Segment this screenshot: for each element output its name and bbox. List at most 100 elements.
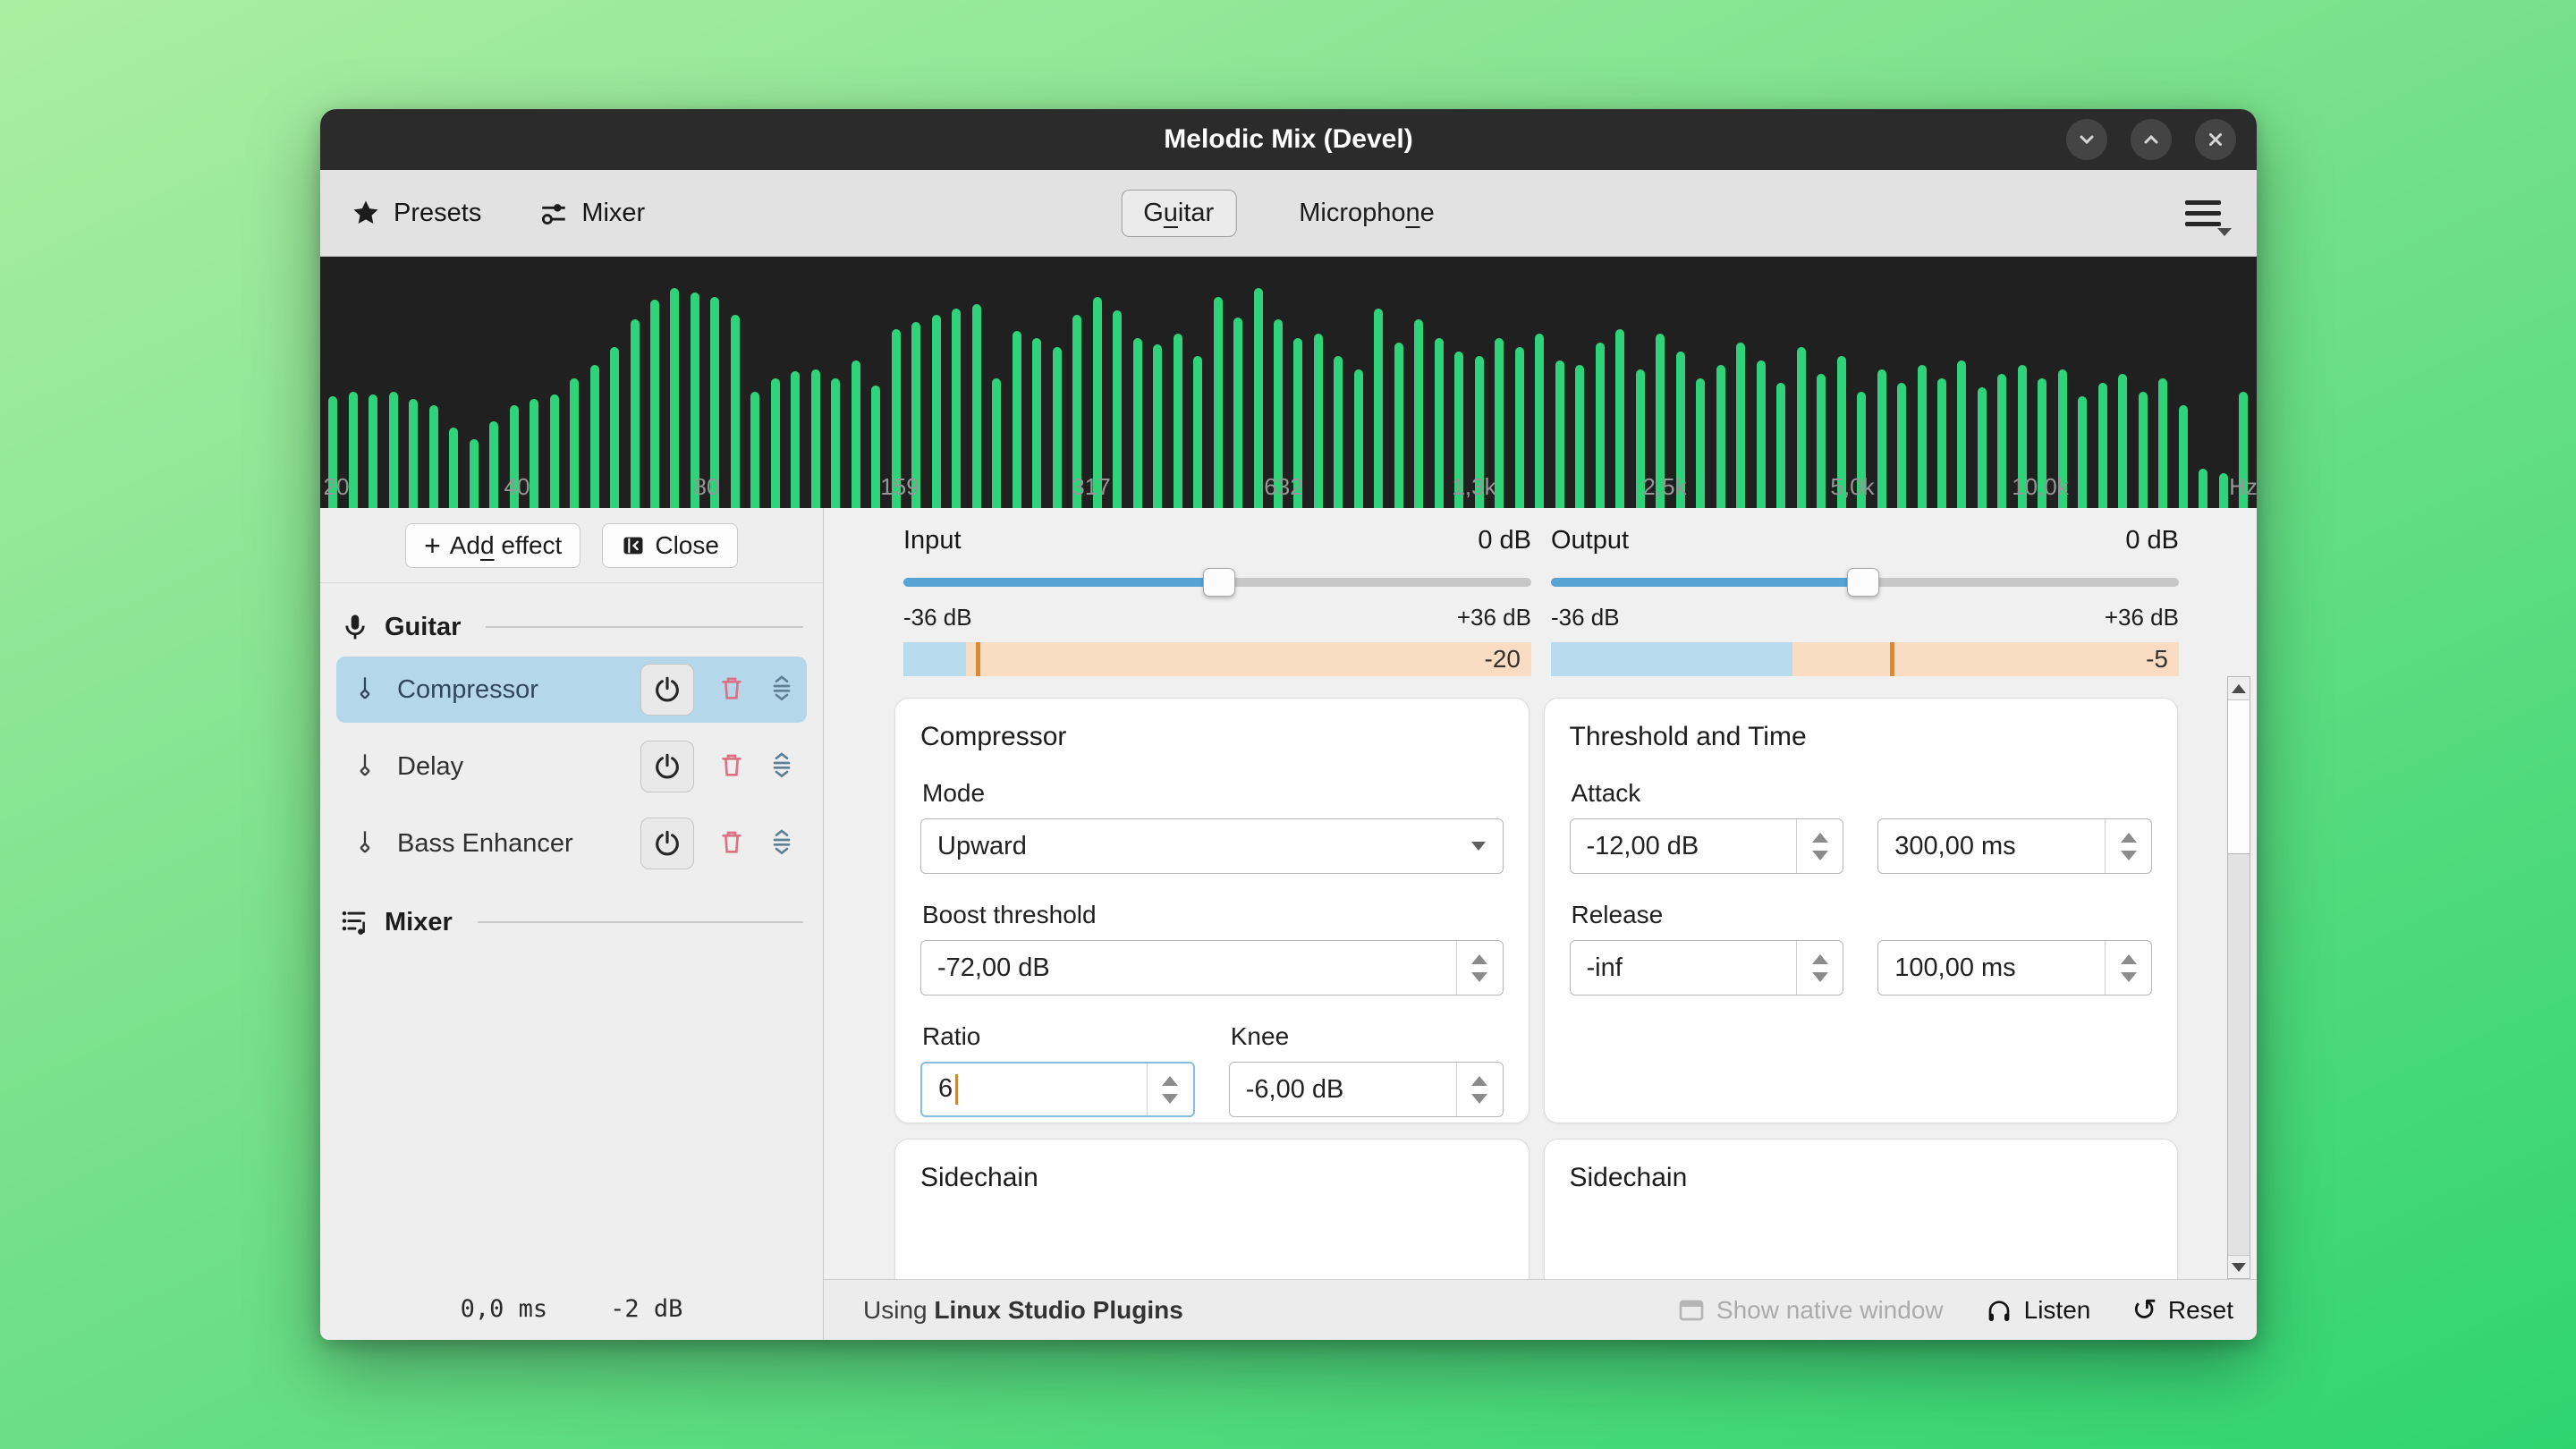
hamburger-icon	[2185, 199, 2221, 205]
effect-name: Bass Enhancer	[397, 828, 573, 858]
output-gain-value: 0 dB	[2125, 526, 2179, 555]
output-gain: Output 0 dB -36 dB +36 dB	[1551, 526, 2179, 676]
output-max-label: +36 dB	[2104, 604, 2179, 631]
effect-row-bass-enhancer[interactable]: Bass Enhancer	[336, 810, 807, 877]
output-label: Output	[1551, 526, 1630, 555]
card-title: Threshold and Time	[1569, 722, 1807, 751]
boost-threshold-value: -72,00 dB	[937, 953, 1050, 982]
add-effect-button[interactable]: + Add effect	[405, 522, 581, 568]
card-title: Sidechain	[1569, 1163, 1688, 1192]
close-icon	[2209, 133, 2222, 146]
undo-icon: ↺	[2131, 1292, 2157, 1327]
section-mixer-label: Mixer	[385, 907, 453, 936]
power-icon	[656, 753, 679, 779]
listen-button[interactable]: Listen	[1985, 1296, 2090, 1325]
star-icon	[353, 200, 378, 225]
release-ms-value: 100,00 ms	[1894, 953, 2016, 982]
vertical-scrollbar[interactable]	[2227, 676, 2250, 1279]
menu-button[interactable]	[2185, 195, 2232, 236]
effect-pin-icon	[352, 675, 377, 705]
spinner-buttons[interactable]	[2105, 819, 2151, 873]
scrollbar-thumb[interactable]	[2228, 700, 2250, 854]
show-native-window-label: Show native window	[1716, 1295, 1944, 1324]
effect-delete-button[interactable]	[717, 827, 746, 860]
effect-delete-button[interactable]	[717, 674, 746, 707]
input-label: Input	[903, 526, 962, 555]
output-gain-slider[interactable]	[1551, 568, 2179, 597]
maximize-button[interactable]	[2131, 119, 2172, 160]
boost-threshold-spinbox[interactable]: -72,00 dB	[920, 940, 1504, 996]
close-sidebar-button[interactable]: Close	[602, 522, 738, 568]
close-window-button[interactable]	[2195, 119, 2236, 160]
effect-power-button[interactable]	[640, 664, 694, 716]
spinner-buttons[interactable]	[1146, 1063, 1193, 1115]
mixer-button[interactable]: Mixer	[538, 198, 645, 228]
microphone-icon	[345, 614, 365, 640]
mixer-icon	[342, 911, 366, 935]
effect-row-compressor[interactable]: Compressor	[336, 657, 807, 723]
effect-drag-handle[interactable]	[767, 827, 796, 860]
presets-button[interactable]: Presets	[351, 198, 481, 228]
latency-value: 0,0 ms	[460, 1294, 548, 1323]
spinner-buttons[interactable]	[1796, 819, 1843, 873]
trash-icon	[722, 754, 741, 776]
release-ms-spinbox[interactable]: 100,00 ms	[1877, 940, 2152, 996]
spinner-buttons[interactable]	[2105, 941, 2151, 995]
minimize-button[interactable]	[2066, 119, 2107, 160]
mode-label: Mode	[922, 779, 986, 807]
close-sidebar-label: Close	[655, 530, 719, 559]
headphones-icon	[1988, 1300, 2009, 1321]
boost-threshold-label: Boost threshold	[922, 901, 1097, 928]
effect-name: Compressor	[397, 674, 538, 704]
scroll-up-button[interactable]	[2228, 677, 2250, 700]
effect-drag-handle[interactable]	[767, 674, 796, 707]
using-plugins-text: Using Linux Studio Plugins	[863, 1295, 1183, 1324]
knee-label: Knee	[1230, 1022, 1290, 1050]
meter-marker	[975, 642, 980, 676]
slider-handle[interactable]	[1846, 568, 1879, 597]
text-cursor	[955, 1074, 959, 1106]
input-level-meter: -20	[903, 642, 1531, 676]
statusbar: Using Linux Studio Plugins Show native w…	[824, 1279, 2257, 1340]
attack-ms-spinbox[interactable]: 300,00 ms	[1877, 818, 2152, 874]
spectrum-bars	[320, 257, 2257, 508]
output-meter-value: -5	[2146, 645, 2168, 673]
input-min-label: -36 dB	[903, 604, 972, 631]
mode-dropdown[interactable]: Upward	[920, 818, 1504, 874]
window-icon	[1679, 1300, 1704, 1320]
show-native-window-button[interactable]: Show native window	[1677, 1296, 1944, 1325]
arrow-up-icon	[2232, 683, 2246, 693]
tab-microphone[interactable]: Microphone	[1299, 198, 1435, 227]
spinner-buttons[interactable]	[1455, 1063, 1503, 1116]
input-gain-slider[interactable]	[903, 568, 1531, 597]
effect-power-button[interactable]	[640, 818, 694, 869]
dropdown-caret-icon	[1454, 842, 1503, 851]
level-value: -2 dB	[610, 1294, 683, 1323]
ratio-spinbox[interactable]: 6	[920, 1062, 1195, 1117]
drag-handle-icon	[773, 751, 791, 777]
meter-marker	[1890, 642, 1895, 676]
release-db-spinbox[interactable]: -inf	[1569, 940, 1844, 996]
spinner-buttons[interactable]	[1796, 941, 1843, 995]
effect-row-delay[interactable]: Delay	[336, 733, 807, 800]
effect-drag-handle[interactable]	[767, 750, 796, 784]
section-guitar: Guitar	[340, 612, 803, 642]
sliders-icon	[542, 204, 566, 225]
spinner-buttons[interactable]	[1455, 941, 1503, 995]
arrow-down-icon	[2232, 1262, 2246, 1272]
effect-power-button[interactable]	[640, 741, 694, 792]
tab-guitar[interactable]: Guitar	[1121, 189, 1237, 237]
input-max-label: +36 dB	[1456, 604, 1531, 631]
pipeline-tabs: Guitar Microphone	[1121, 189, 1456, 237]
sidechain-left-card: Sidechain	[894, 1139, 1530, 1279]
effect-delete-button[interactable]	[717, 750, 746, 784]
sidechain-right-card: Sidechain	[1543, 1139, 2178, 1279]
knee-spinbox[interactable]: -6,00 dB	[1228, 1062, 1504, 1117]
reset-button[interactable]: ↺ Reset	[2131, 1292, 2233, 1327]
attack-db-spinbox[interactable]: -12,00 dB	[1569, 818, 1844, 874]
slider-handle[interactable]	[1203, 568, 1236, 597]
compressor-card: Compressor Mode Upward Boost threshold -…	[894, 698, 1530, 1123]
menu-caret-icon	[2217, 228, 2232, 236]
scroll-down-button[interactable]	[2228, 1255, 2250, 1278]
release-db-value: -inf	[1586, 953, 1623, 982]
